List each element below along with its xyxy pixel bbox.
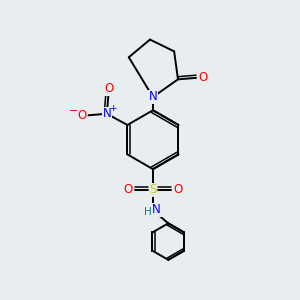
Text: −: − bbox=[69, 106, 79, 116]
Text: S: S bbox=[149, 183, 157, 196]
Text: O: O bbox=[124, 183, 133, 196]
Text: O: O bbox=[173, 183, 182, 196]
Text: N: N bbox=[152, 203, 161, 216]
Text: O: O bbox=[198, 71, 207, 84]
Text: O: O bbox=[77, 109, 87, 122]
Text: O: O bbox=[105, 82, 114, 95]
Text: N: N bbox=[103, 107, 111, 120]
Text: +: + bbox=[109, 104, 116, 113]
Text: H: H bbox=[144, 207, 152, 217]
Text: N: N bbox=[148, 91, 157, 103]
